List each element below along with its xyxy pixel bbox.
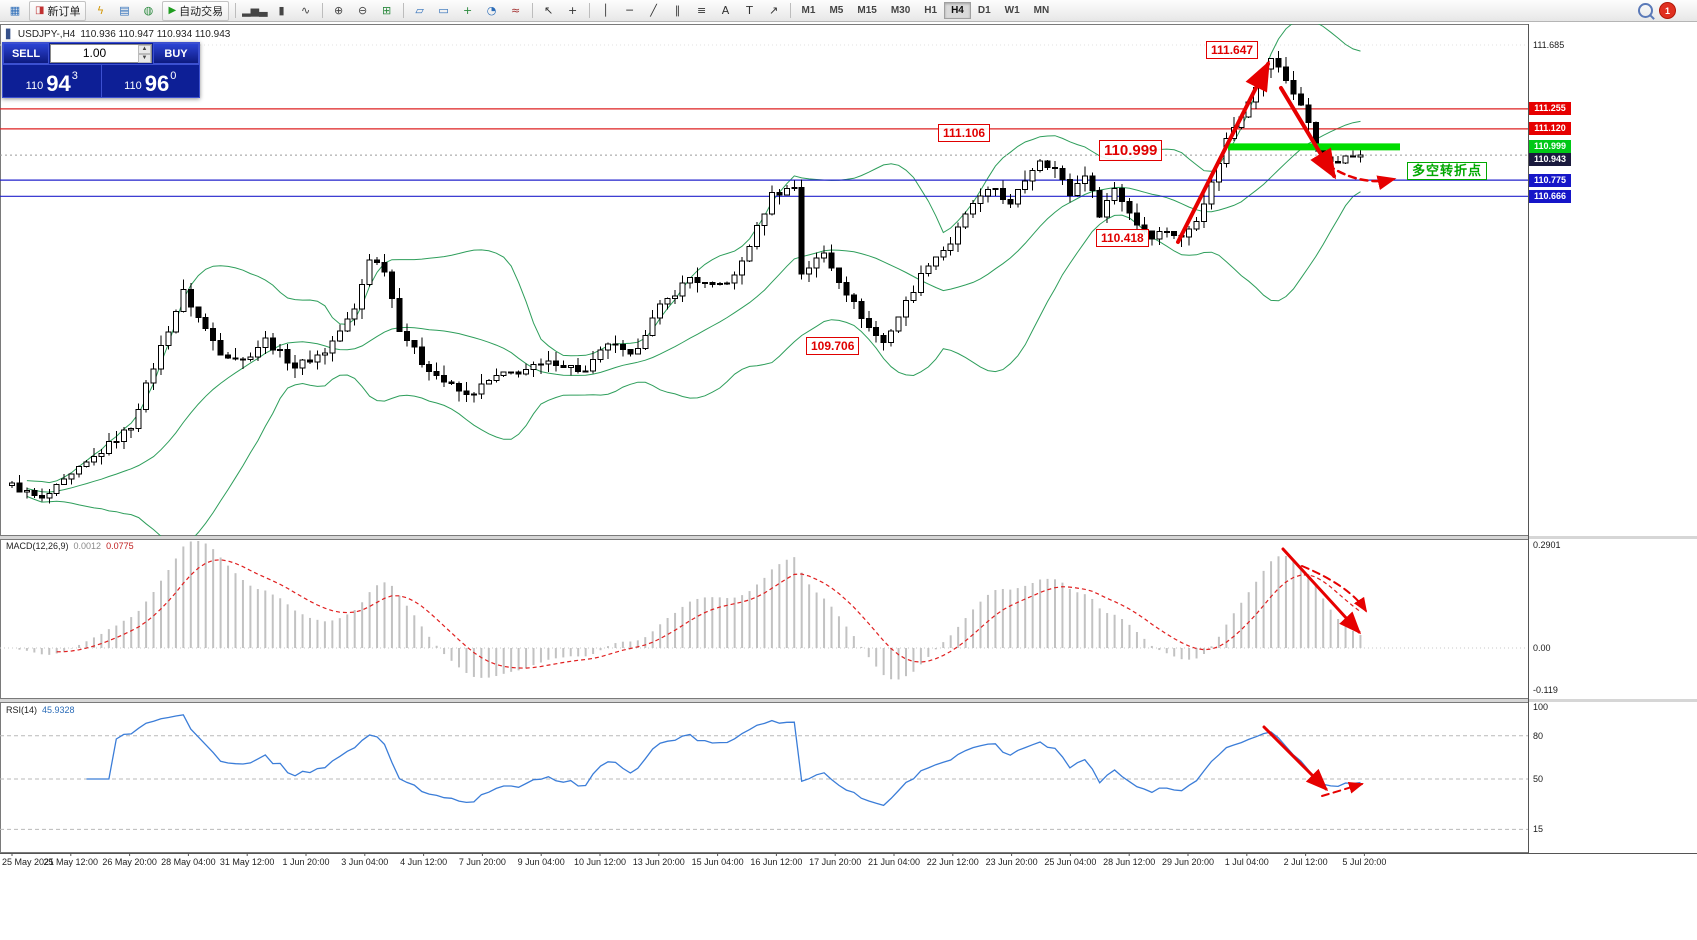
arrows-tool-icon[interactable]: ↗ — [768, 4, 779, 17]
timeframe-d1[interactable]: D1 — [977, 5, 991, 16]
new-order-button-label: 新订单 — [47, 5, 81, 18]
ask-pipette: 0 — [170, 70, 177, 82]
candlestick-icon: ▋ — [6, 29, 13, 39]
rsi-name: RSI(14) — [6, 705, 38, 715]
market-watch-icon[interactable]: ▤ — [119, 4, 130, 17]
chart-plot[interactable] — [0, 24, 1697, 876]
timeframe-h4[interactable]: H4 — [944, 2, 971, 19]
symbol-period: USDJPY-,H4 — [17, 29, 76, 40]
channel-tool-icon[interactable]: ∥ — [674, 4, 681, 17]
volume-field[interactable]: 1.00 ▲ ▼ — [50, 44, 152, 63]
volume-value[interactable]: 1.00 — [82, 46, 107, 60]
turning-point-label[interactable]: 多空转折点 — [1407, 162, 1488, 180]
vline-tool-icon[interactable]: │ — [602, 4, 609, 17]
timeframe-m1[interactable]: M1 — [801, 5, 816, 16]
macd-header: MACD(12,26,9) 0.0012 0.0775 — [6, 541, 134, 551]
bid-pipette: 3 — [71, 70, 78, 82]
timeframe-m15[interactable]: M15 — [857, 5, 877, 16]
text-tool-icon[interactable]: A — [721, 4, 730, 17]
toolbar-separator — [321, 3, 323, 18]
candlesticks — [9, 50, 1364, 504]
horizontal-lines[interactable] — [0, 108, 1528, 197]
volume-up-button[interactable]: ▲ — [138, 45, 151, 54]
timeframe-switcher: M1 M5 M15 M30 H1 H4 D1 W1 MN — [795, 2, 1057, 19]
hline-tool-icon[interactable]: ─ — [626, 4, 633, 17]
timeframe-m5[interactable]: M5 — [829, 5, 844, 16]
price-annotation-label[interactable]: 110.999 — [1099, 140, 1163, 161]
timeframe-m30[interactable]: M30 — [890, 5, 911, 16]
ask-price[interactable]: 110 96 0 — [102, 65, 200, 97]
timeframe-mn[interactable]: MN — [1033, 5, 1050, 16]
bid-prefix: 110 — [25, 80, 44, 92]
quick-trade-icon[interactable]: ϟ — [96, 4, 105, 17]
toolbar: ▦ ◨ 新订单 ϟ ▤ ◍ ▶ 自动交易 ▂▅▃ ▮ ∿ ⊕ ⊖ ⊞ ▱ ▭ + ◔ ≈ ↖ + │ ─ ╱ ∥ ≡ A T ↗ M1 M… — [0, 0, 1697, 22]
navigator-icon[interactable]: ◍ — [143, 4, 154, 17]
bollinger-bands — [26, 24, 1361, 536]
cursor-icon[interactable]: ↖ — [543, 4, 554, 17]
ohlc-values: 110.936 110.947 110.934 110.943 — [80, 29, 231, 40]
periods-icon[interactable]: ◔ — [486, 4, 497, 17]
new-order-button[interactable]: ◨ 新订单 — [29, 0, 87, 21]
rsi-header: RSI(14) 45.9328 — [6, 705, 75, 715]
macd-main-value: 0.0012 — [73, 541, 102, 551]
bid-big-digits: 94 — [46, 71, 71, 96]
rsi-line — [86, 714, 1361, 807]
price-annotation-label[interactable]: 109.706 — [806, 337, 860, 355]
price-annotation-label[interactable]: 111.647 — [1206, 41, 1259, 59]
notification-badge[interactable]: 1 — [1659, 2, 1676, 19]
macd-histogram — [18, 541, 1362, 680]
templates-icon[interactable]: ≈ — [510, 4, 521, 17]
autotrade-button-label: 自动交易 — [179, 5, 224, 18]
autotrade-button-glyph: ▶ — [168, 5, 177, 16]
toolbar-buttons: ▦ ◨ 新订单 ϟ ▤ ◍ ▶ 自动交易 ▂▅▃ ▮ ∿ ⊕ ⊖ ⊞ ▱ ▭ + ◔ ≈ ↖ + │ ─ ╱ ∥ ≡ A T ↗ — [3, 0, 795, 21]
timeframe-w1[interactable]: W1 — [1004, 5, 1020, 16]
label-tool-icon[interactable]: T — [746, 4, 753, 17]
tile-windows-icon[interactable]: ⊞ — [381, 4, 392, 17]
zoom-in-icon[interactable]: ⊕ — [333, 4, 344, 17]
annotation-arrows[interactable] — [1176, 60, 1397, 797]
toolbar-separator — [588, 3, 590, 18]
zoom-out-icon[interactable]: ⊖ — [357, 4, 368, 17]
rsi-value: 45.9328 — [42, 705, 75, 715]
timeframe-h1[interactable]: H1 — [924, 5, 938, 16]
price-annotation-label[interactable]: 110.418 — [1096, 229, 1149, 247]
new-order-button-glyph: ◨ — [35, 5, 45, 16]
macd-name: MACD(12,26,9) — [6, 541, 69, 551]
chart-title: ▋ USDJPY-,H4 110.936 110.947 110.934 110… — [6, 29, 230, 40]
buy-button[interactable]: BUY — [153, 43, 199, 64]
macd-signal-line — [56, 559, 1361, 669]
macd-signal-value: 0.0775 — [106, 541, 134, 551]
ask-big-digits: 96 — [144, 71, 170, 96]
add-indicator-icon[interactable]: + — [462, 4, 473, 17]
ask-prefix: 110 — [124, 80, 142, 92]
toolbar-right-group: 1 — [1638, 2, 1676, 19]
toolbar-separator — [235, 3, 237, 18]
search-icon[interactable] — [1638, 3, 1653, 18]
rsi-panel — [0, 714, 1528, 830]
price-annotation-label[interactable]: 111.106 — [938, 124, 991, 142]
toolbar-separator — [789, 3, 791, 18]
arrange-windows-icon[interactable]: ▭ — [438, 4, 449, 17]
sell-button[interactable]: SELL — [3, 43, 49, 64]
toolbar-separator — [531, 3, 533, 18]
trendline-tool-icon[interactable]: ╱ — [650, 4, 657, 17]
toolbar-separator — [402, 3, 404, 18]
line-mode-icon[interactable]: ∿ — [300, 4, 311, 17]
fibonacci-tool-icon[interactable]: ≡ — [696, 4, 707, 17]
new-chart-icon[interactable]: ▦ — [9, 4, 21, 17]
bid-price[interactable]: 110 94 3 — [3, 65, 102, 97]
cascade-windows-icon[interactable]: ▱ — [415, 4, 424, 17]
volume-down-button[interactable]: ▼ — [138, 54, 151, 63]
crosshair-icon[interactable]: + — [567, 4, 578, 17]
one-click-trading-panel: SELL 1.00 ▲ ▼ BUY 110 94 3 110 96 0 — [2, 42, 200, 98]
autotrade-button[interactable]: ▶ 自动交易 — [162, 0, 230, 21]
candles-mode-icon[interactable]: ▮ — [278, 4, 285, 17]
bars-mode-icon[interactable]: ▂▅▃ — [242, 4, 268, 17]
